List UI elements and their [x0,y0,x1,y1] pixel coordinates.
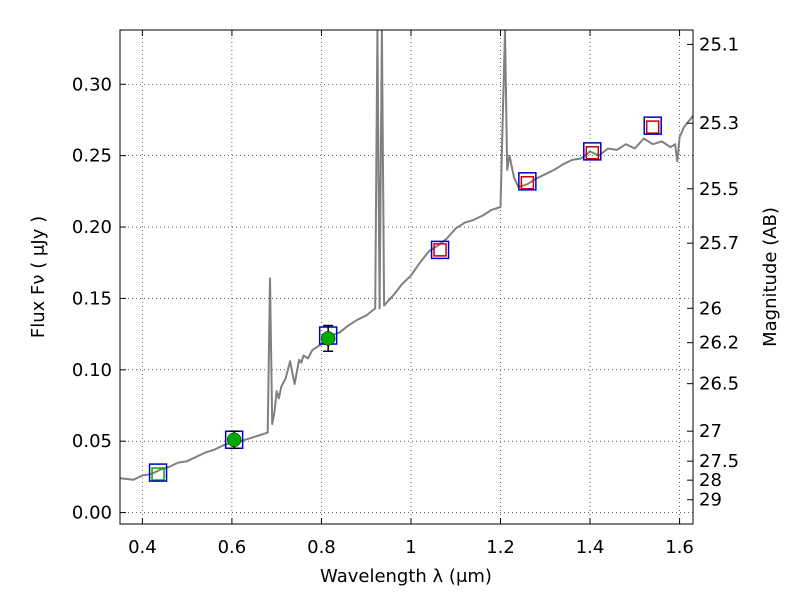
model-blue-marker [643,116,662,135]
model-blue-marker [583,142,602,161]
model-red-marker [433,243,447,257]
mag-tick-label: 28 [699,470,722,491]
y-tick-label: 0.20 [72,217,112,238]
y-axis-title: Flux Fν ( μJy ) [28,216,49,338]
tick-labels: 0.4 0.6 0.8 1 1.2 1.4 1.6 0.00 0.05 0.10 0.15 0.20 0… [72,34,739,558]
model-red-marker [585,146,600,160]
x-tick-label: 1 [405,537,416,558]
mag-tick-label: 29 [699,490,722,511]
x-axis-title: Wavelength λ (μm) [320,566,492,587]
model-red-marker [520,176,535,190]
model-blue-marker [148,463,168,482]
model-blue-marker [430,240,450,260]
y-tick-label: 0.05 [72,431,112,452]
model-blue-marker [518,172,537,191]
model-red-marker [645,120,660,134]
photometry-point [226,432,242,448]
model-green-marker [151,467,165,481]
y-tick-label: 0.10 [72,360,112,381]
mag-tick-label: 26 [699,298,722,319]
spectrum-layer [120,30,693,481]
mag-tick-label: 25.3 [699,113,739,134]
mag-tick-label: 25.7 [699,233,739,254]
x-tick-label: 1.6 [665,537,694,558]
x-tick-label: 1.4 [576,537,605,558]
marker-layer [148,116,662,482]
y-tick-label: 0.15 [72,288,112,309]
y2-axis-title: Magnitude (AB) [760,207,781,347]
y-tick-label: 0.00 [72,503,112,524]
mag-tick-label: 27.5 [699,451,739,472]
mag-tick-label: 26.5 [699,374,739,395]
mag-tick-label: 27 [699,421,722,442]
y-tick-label: 0.25 [72,146,112,167]
x-tick-label: 0.6 [218,537,247,558]
spectrum-line [120,30,693,481]
plot-frame [119,29,694,525]
mag-tick-label: 25.5 [699,179,739,200]
x-tick-label: 0.4 [128,537,157,558]
mag-tick-label: 25.1 [699,34,739,55]
y-tick-label: 0.30 [72,74,112,95]
photometry-point [320,331,336,346]
mag-tick-label: 26.2 [699,333,739,354]
x-tick-label: 0.8 [307,537,336,558]
x-tick-label: 1.2 [486,537,515,558]
axis-ticks [120,30,693,524]
